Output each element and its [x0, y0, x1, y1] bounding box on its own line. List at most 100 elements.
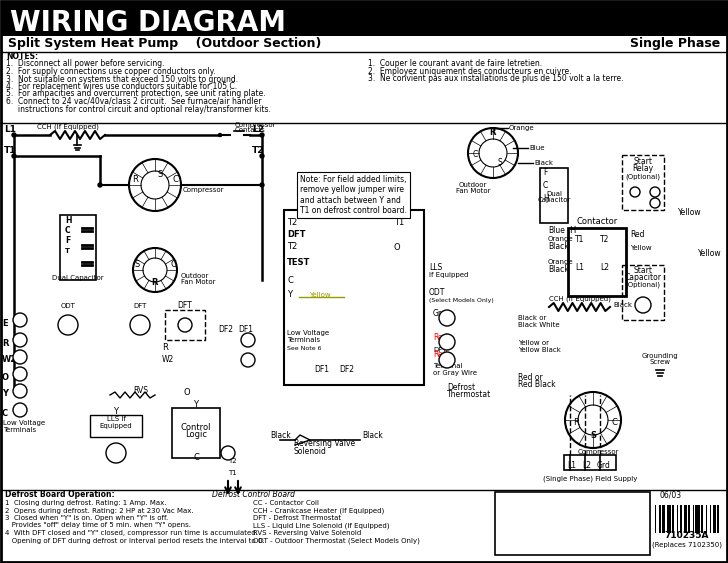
Circle shape: [13, 403, 27, 417]
Text: DFT: DFT: [178, 301, 192, 310]
Circle shape: [130, 315, 150, 335]
Bar: [568, 228, 626, 296]
Text: Low Voltage: Low Voltage: [287, 330, 329, 336]
Text: High Voltage: High Voltage: [548, 539, 597, 548]
Bar: [684, 505, 687, 533]
Text: F: F: [65, 236, 70, 245]
Text: Split System Heat Pump    (Outdoor Section): Split System Heat Pump (Outdoor Section): [8, 38, 321, 51]
Circle shape: [439, 352, 455, 368]
Text: Defrost Control Board: Defrost Control Board: [212, 490, 295, 499]
Text: DF2: DF2: [218, 325, 233, 334]
Text: C: C: [2, 409, 8, 418]
Text: 4: 4: [183, 320, 188, 329]
Text: S: S: [135, 260, 140, 269]
Text: Red or: Red or: [518, 373, 543, 382]
Text: Blue: Blue: [529, 145, 545, 151]
Text: Y: Y: [287, 290, 292, 299]
Text: Defrost Board Operation:: Defrost Board Operation:: [5, 490, 114, 499]
Text: 6.  Connect to 24 vac/40va/class 2 circuit.  See furnace/air handler: 6. Connect to 24 vac/40va/class 2 circui…: [6, 97, 261, 106]
Text: Fan Motor: Fan Motor: [181, 279, 215, 285]
Text: 1: 1: [245, 355, 250, 364]
Circle shape: [178, 318, 192, 332]
Text: C: C: [193, 453, 199, 462]
Text: (Optional): (Optional): [625, 173, 660, 180]
Circle shape: [439, 310, 455, 326]
Text: Black: Black: [548, 242, 569, 251]
Text: Opening of DFT during defrost or interval period resets the interval to 0.: Opening of DFT during defrost or interva…: [5, 538, 264, 543]
Text: C: C: [287, 276, 293, 285]
Text: Black: Black: [534, 160, 553, 166]
Bar: [284, 210, 424, 385]
Text: DF2: DF2: [339, 365, 354, 374]
Text: CC - Contactor Coil: CC - Contactor Coil: [253, 500, 319, 506]
Text: DFT: DFT: [433, 347, 446, 353]
Text: Red: Red: [433, 350, 448, 359]
Text: S: S: [66, 324, 71, 333]
Text: Yellow: Yellow: [309, 292, 331, 298]
Text: 1  Closing during defrost. Rating: 1 Amp. Max.: 1 Closing during defrost. Rating: 1 Amp.…: [5, 500, 167, 506]
Text: H: H: [543, 194, 549, 203]
Text: 2  Opens during defrost. Rating: 2 HP at 230 Vac Max.: 2 Opens during defrost. Rating: 2 HP at …: [5, 507, 194, 513]
Text: DFT: DFT: [133, 303, 146, 309]
Circle shape: [13, 384, 27, 398]
Text: Fan Motor: Fan Motor: [456, 188, 490, 194]
Circle shape: [218, 133, 221, 136]
Text: Note: For field added limits,
remove yellow jumper wire
and attach between Y and: Note: For field added limits, remove yel…: [300, 175, 407, 215]
Text: Y: Y: [114, 407, 119, 416]
Text: Low Voltage: Low Voltage: [3, 420, 45, 426]
Text: Orange: Orange: [548, 236, 574, 242]
Text: O: O: [2, 373, 9, 382]
Text: Contactor: Contactor: [577, 217, 617, 226]
Bar: [676, 505, 678, 533]
Bar: [717, 505, 719, 533]
Text: CCH (If Equipped): CCH (If Equipped): [37, 124, 99, 131]
Text: LLS - Liquid Line Solenoid (If Equipped): LLS - Liquid Line Solenoid (If Equipped): [253, 522, 389, 529]
Text: 3: 3: [225, 449, 231, 458]
Text: Thermostat: Thermostat: [447, 390, 491, 399]
Text: Defrost Control Board: Defrost Control Board: [306, 198, 402, 207]
Bar: [60, 215, 96, 280]
Text: 1.  Couper le courant avant de faire letretien.: 1. Couper le courant avant de faire letr…: [368, 59, 542, 68]
Circle shape: [630, 187, 640, 197]
Text: Legend: Legend: [553, 493, 590, 502]
Text: W2: W2: [162, 355, 174, 364]
Text: ODT - Outdoor Thermostat (Select Models Only): ODT - Outdoor Thermostat (Select Models …: [253, 538, 420, 544]
Bar: [667, 505, 671, 533]
Text: Terminals: Terminals: [3, 427, 36, 433]
Circle shape: [98, 183, 102, 187]
Text: L2: L2: [252, 125, 264, 134]
Text: T1: T1: [575, 235, 585, 244]
Text: C: C: [172, 175, 178, 184]
Text: 1.  Disconnect all power before servicing.: 1. Disconnect all power before servicing…: [6, 60, 165, 69]
Text: Red: Red: [630, 230, 644, 239]
Text: Compressor: Compressor: [183, 187, 224, 193]
Text: S: S: [498, 158, 503, 167]
Text: DF1: DF1: [238, 325, 253, 334]
Text: T2: T2: [287, 218, 297, 227]
Bar: [679, 505, 682, 533]
Text: 1: 1: [653, 200, 657, 205]
Text: DF1: DF1: [314, 365, 329, 374]
Bar: [695, 505, 700, 533]
Circle shape: [650, 198, 660, 208]
Text: Orange: Orange: [509, 125, 534, 131]
Text: Terminals: Terminals: [287, 337, 320, 343]
Text: L2: L2: [582, 461, 591, 470]
Text: Black: Black: [548, 265, 569, 274]
Text: R: R: [151, 278, 158, 287]
Text: Compressor: Compressor: [235, 122, 277, 128]
Text: LLS: LLS: [429, 263, 442, 272]
Text: H: H: [65, 216, 71, 225]
Text: Black: Black: [613, 302, 632, 308]
Circle shape: [106, 443, 126, 463]
Text: TEST: TEST: [287, 258, 310, 267]
Circle shape: [260, 183, 264, 187]
Text: 4  With DFT closed and "Y" closed, compressor run time is accumulated.: 4 With DFT closed and "Y" closed, compre…: [5, 530, 258, 536]
Circle shape: [58, 315, 78, 335]
Text: Low Voltage: Low Voltage: [548, 528, 594, 537]
Text: T2: T2: [600, 235, 609, 244]
Text: DFT - Defrost Thermostat: DFT - Defrost Thermostat: [253, 515, 341, 521]
Bar: [701, 505, 703, 533]
Text: O: O: [394, 243, 400, 252]
Text: T2: T2: [287, 242, 297, 251]
